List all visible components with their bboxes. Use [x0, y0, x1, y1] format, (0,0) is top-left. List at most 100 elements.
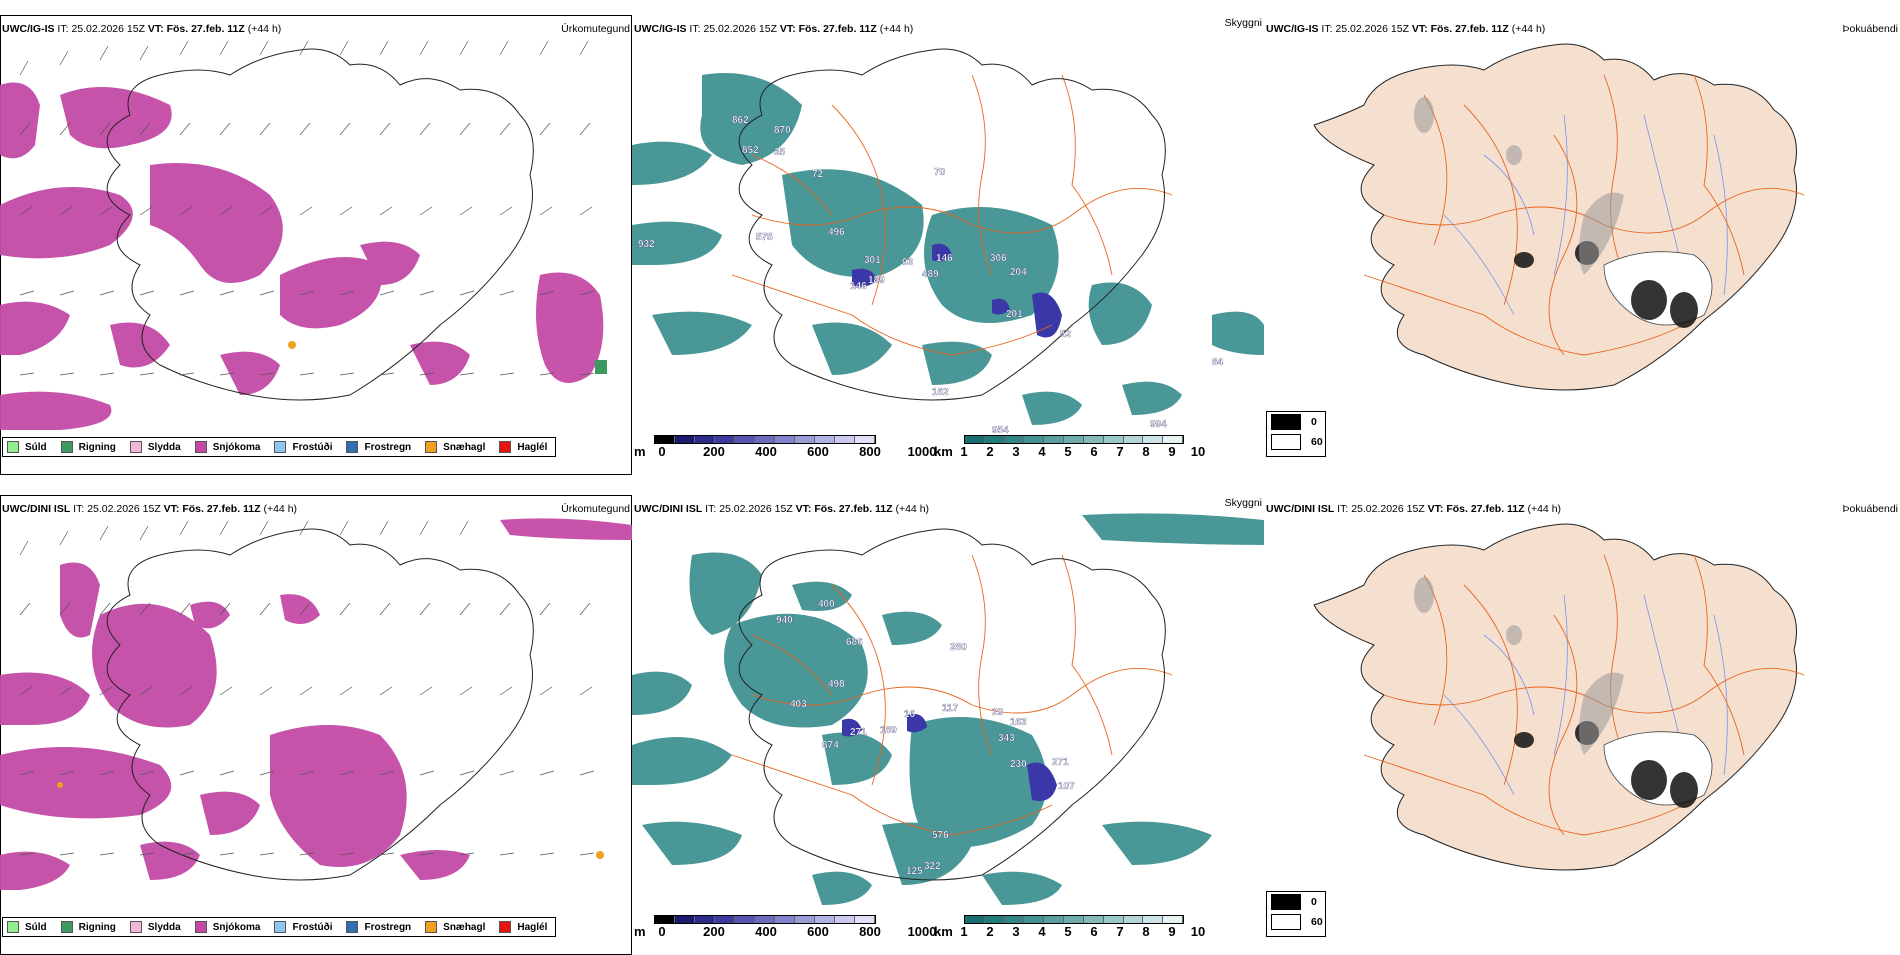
- map-label: 271: [1052, 757, 1069, 768]
- map-label: 146: [850, 281, 867, 292]
- scale-tick: 5: [1064, 924, 1072, 939]
- scale-tick: 200: [703, 924, 725, 939]
- legend-item: 60: [1267, 432, 1325, 452]
- legend-swatch: [274, 921, 287, 933]
- legend-swatch: [7, 441, 19, 453]
- scale-tick: 2: [986, 924, 994, 939]
- scale-tick: 800: [859, 924, 881, 939]
- legend-item: Frostúði: [274, 441, 332, 453]
- map-label: 230: [1010, 759, 1027, 770]
- map-label: 954: [992, 425, 1009, 436]
- legend-swatch: [274, 441, 287, 453]
- map-label: 70: [934, 167, 946, 178]
- cloud-base-scale: m 0 200 400 600 800 1000: [634, 435, 936, 459]
- map-label: 201: [1006, 309, 1023, 320]
- legend-item: Frostregn: [346, 921, 411, 933]
- visibility-panel-top: UWC/IG-IS IT: 25.02.2026 15Z VT: Fös. 27…: [632, 15, 1264, 475]
- map-label: 932: [638, 239, 655, 250]
- precip-type-panel-top: UWC/IG-IS IT: 25.02.2026 15Z VT: Fös. 27…: [0, 15, 632, 475]
- cloud-base-scale: m 0 200 400 600 800 1000: [634, 915, 936, 939]
- legend-item: Snjókoma: [194, 441, 260, 453]
- legend-item: Slydda: [129, 921, 181, 933]
- map-label: 189: [880, 725, 897, 736]
- map-label: 163: [1010, 717, 1027, 728]
- precip-type-panel-bottom: UWC/DINI ISL IT: 25.02.2026 15Z VT: Fös.…: [0, 495, 632, 955]
- legend-swatch: [1271, 434, 1301, 450]
- scale-tick: 800: [859, 444, 881, 459]
- legend-item: 0: [1267, 412, 1325, 432]
- map-label: 852: [742, 145, 759, 156]
- legend-item: Frostúði: [274, 921, 332, 933]
- map-label: 146: [936, 253, 953, 264]
- visibility-map: 862 870 852 35 72 70 496 575 301 03 146 …: [632, 48, 1264, 436]
- panel-variable-label: Úrkomutegund: [561, 503, 630, 515]
- map-label: 16: [904, 709, 916, 720]
- panel-variable-label: Þokuábendi: [1842, 23, 1898, 35]
- legend-item: 0: [1267, 892, 1325, 912]
- legend-swatch: [194, 921, 207, 933]
- scale-unit: km: [934, 444, 953, 459]
- map-label: 271: [850, 727, 867, 738]
- map-label: 107: [1058, 781, 1075, 792]
- scale-tick-labels: km 1 2 3 4 5 6 7 8 9 10: [934, 444, 1205, 459]
- map-label: 686: [846, 637, 863, 648]
- map-label: 301: [864, 255, 881, 266]
- legend-swatch: [1271, 894, 1301, 910]
- visibility-panel-bottom: UWC/DINI ISL IT: 25.02.2026 15Z VT: Fös.…: [632, 495, 1264, 955]
- scale-tick: 200: [703, 444, 725, 459]
- scale-tick: 6: [1090, 444, 1098, 459]
- fog-index-legend-top: 0 60: [1266, 411, 1326, 457]
- scale-tick-labels: km 1 2 3 4 5 6 7 8 9 10: [934, 924, 1205, 939]
- legend-swatch: [346, 441, 359, 453]
- panel-title: UWC/DINI ISL IT: 25.02.2026 15Z VT: Fös.…: [2, 503, 298, 515]
- legend-item: Snæhagl: [425, 921, 485, 933]
- scale-tick: 8: [1142, 444, 1150, 459]
- legend-item: Rigning: [60, 441, 116, 453]
- scale-tick: 1: [960, 444, 968, 459]
- scale-tick: 2: [986, 444, 994, 459]
- panel-title: UWC/DINI ISL IT: 25.02.2026 15Z VT: Fös.…: [1266, 503, 1562, 515]
- legend-item: 60: [1267, 912, 1325, 932]
- panel-title: UWC/IG-IS IT: 25.02.2026 15Z VT: Fös. 27…: [634, 23, 914, 35]
- panel-title: UWC/IG-IS IT: 25.02.2026 15Z VT: Fös. 27…: [2, 23, 282, 35]
- legend-swatch: [346, 921, 359, 933]
- map-label: 162: [932, 387, 949, 398]
- legend-swatch: [425, 441, 438, 453]
- scale-tick: 600: [807, 924, 829, 939]
- map-label: 576: [932, 830, 949, 841]
- scale-tick: 7: [1116, 924, 1124, 939]
- map-label: 52: [1060, 329, 1072, 340]
- map-label: 35: [774, 147, 786, 158]
- scale-tick: 4: [1038, 924, 1046, 939]
- legend-item: Súld: [7, 921, 47, 933]
- map-label: 400: [818, 599, 835, 610]
- map-label: 280: [950, 642, 967, 653]
- map-label: 343: [998, 733, 1015, 744]
- panel-variable-label: Skyggni: [1224, 497, 1262, 509]
- panel-title: UWC/DINI ISL IT: 25.02.2026 15Z VT: Fös.…: [634, 503, 930, 515]
- precip-type-legend: Súld Rigning Slydda Snjókoma Frostúði Fr…: [2, 917, 557, 937]
- map-label: 496: [828, 227, 845, 238]
- legend-swatch: [60, 441, 73, 453]
- legend-swatch: [129, 921, 142, 933]
- fog-map: [1313, 43, 1805, 391]
- legend-item: Súld: [7, 441, 47, 453]
- scale-unit: m: [634, 444, 646, 459]
- map-label: 189: [868, 275, 885, 286]
- map-label: 489: [922, 269, 939, 280]
- map-label: 204: [1010, 267, 1027, 278]
- legend-swatch: [129, 441, 142, 453]
- scale-tick: 6: [1090, 924, 1098, 939]
- map-label: 862: [732, 115, 749, 126]
- scale-tick: 400: [755, 444, 777, 459]
- panel-variable-label: Þokuábendi: [1842, 503, 1898, 515]
- precip-map: [0, 40, 607, 430]
- panel-title: UWC/IG-IS IT: 25.02.2026 15Z VT: Fös. 27…: [1266, 23, 1546, 35]
- scale-tick: 3: [1012, 924, 1020, 939]
- legend-item: Snæhagl: [425, 441, 485, 453]
- precip-type-legend: Súld Rigning Slydda Snjókoma Frostúði Fr…: [2, 437, 557, 457]
- map-label: 575: [756, 232, 773, 243]
- legend-item: Snjókoma: [194, 921, 260, 933]
- scale-tick: 0: [658, 444, 666, 459]
- scale-tick: 8: [1142, 924, 1150, 939]
